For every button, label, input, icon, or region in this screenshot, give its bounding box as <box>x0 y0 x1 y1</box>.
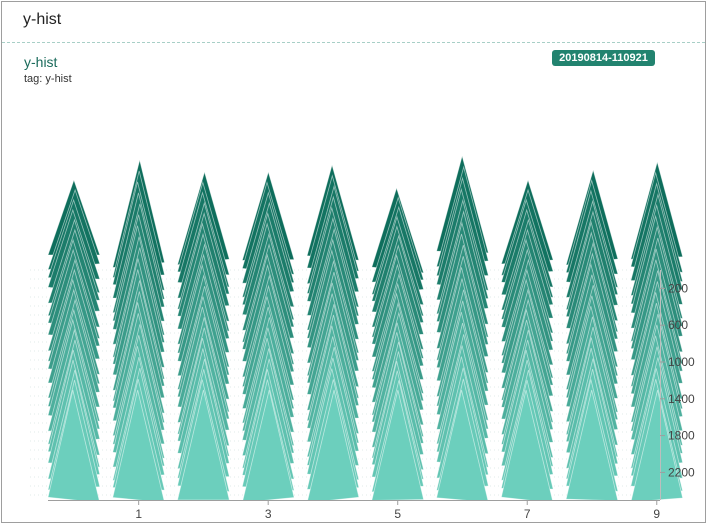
histogram-series <box>630 160 684 503</box>
histogram-series <box>436 154 489 503</box>
y-tick-label: 1400 <box>668 392 695 406</box>
histogram-series <box>565 168 619 502</box>
histogram-series <box>371 186 425 501</box>
x-tick-label: 5 <box>394 507 401 521</box>
plot-base-mask <box>30 500 670 520</box>
histogram-series <box>47 178 101 504</box>
header-title: y-hist <box>23 11 62 28</box>
x-tick-label: 9 <box>653 507 660 521</box>
x-tick-label: 7 <box>524 507 531 521</box>
run-badge[interactable]: 20190814-110921 <box>552 50 655 66</box>
y-tick-label: 600 <box>668 318 688 332</box>
x-tick-label: 1 <box>135 507 142 521</box>
histogram-series <box>500 178 554 504</box>
chart-tag: tag: y-hist <box>24 73 72 85</box>
y-tick-label: 1800 <box>668 429 695 443</box>
histogram-series <box>306 163 360 504</box>
y-tick-label: 2200 <box>668 465 695 479</box>
chart-title: y-hist <box>24 54 58 70</box>
y-tick-label: 1000 <box>668 355 695 369</box>
card-header: y-hist <box>2 2 705 43</box>
histogram-series <box>112 159 166 503</box>
y-tick-label: 200 <box>668 281 688 295</box>
histogram-series <box>241 170 295 503</box>
histogram-series <box>176 170 230 501</box>
x-tick-label: 3 <box>265 507 272 521</box>
